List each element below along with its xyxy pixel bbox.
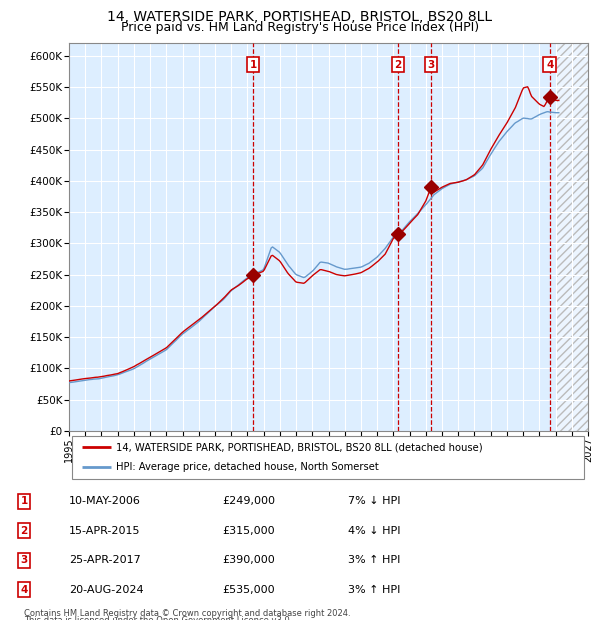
Text: 10-MAY-2006: 10-MAY-2006 [69,497,141,507]
Text: 4: 4 [546,60,553,69]
Text: 7% ↓ HPI: 7% ↓ HPI [348,497,401,507]
Text: £249,000: £249,000 [222,497,275,507]
Text: Contains HM Land Registry data © Crown copyright and database right 2024.: Contains HM Land Registry data © Crown c… [24,609,350,618]
Text: Price paid vs. HM Land Registry's House Price Index (HPI): Price paid vs. HM Land Registry's House … [121,21,479,34]
Bar [556,43,588,431]
Text: £315,000: £315,000 [222,526,275,536]
Text: 1: 1 [20,497,28,507]
Text: 3% ↑ HPI: 3% ↑ HPI [348,556,400,565]
Text: This data is licensed under the Open Government Licence v3.0.: This data is licensed under the Open Gov… [24,616,292,620]
Text: £390,000: £390,000 [222,556,275,565]
Text: 14, WATERSIDE PARK, PORTISHEAD, BRISTOL, BS20 8LL: 14, WATERSIDE PARK, PORTISHEAD, BRISTOL,… [107,10,493,24]
Bar [556,43,588,431]
Text: 3: 3 [427,60,434,69]
Text: 2: 2 [394,60,402,69]
Text: HPI: Average price, detached house, North Somerset: HPI: Average price, detached house, Nort… [116,463,379,472]
Text: 14, WATERSIDE PARK, PORTISHEAD, BRISTOL, BS20 8LL (detached house): 14, WATERSIDE PARK, PORTISHEAD, BRISTOL,… [116,442,482,452]
Text: 20-AUG-2024: 20-AUG-2024 [69,585,143,595]
Text: 2: 2 [20,526,28,536]
Text: 15-APR-2015: 15-APR-2015 [69,526,140,536]
Text: 4% ↓ HPI: 4% ↓ HPI [348,526,401,536]
FancyBboxPatch shape [71,436,584,479]
Text: 4: 4 [20,585,28,595]
Text: 3% ↑ HPI: 3% ↑ HPI [348,585,400,595]
Text: 25-APR-2017: 25-APR-2017 [69,556,141,565]
Text: 1: 1 [250,60,257,69]
Text: 3: 3 [20,556,28,565]
Text: £535,000: £535,000 [222,585,275,595]
